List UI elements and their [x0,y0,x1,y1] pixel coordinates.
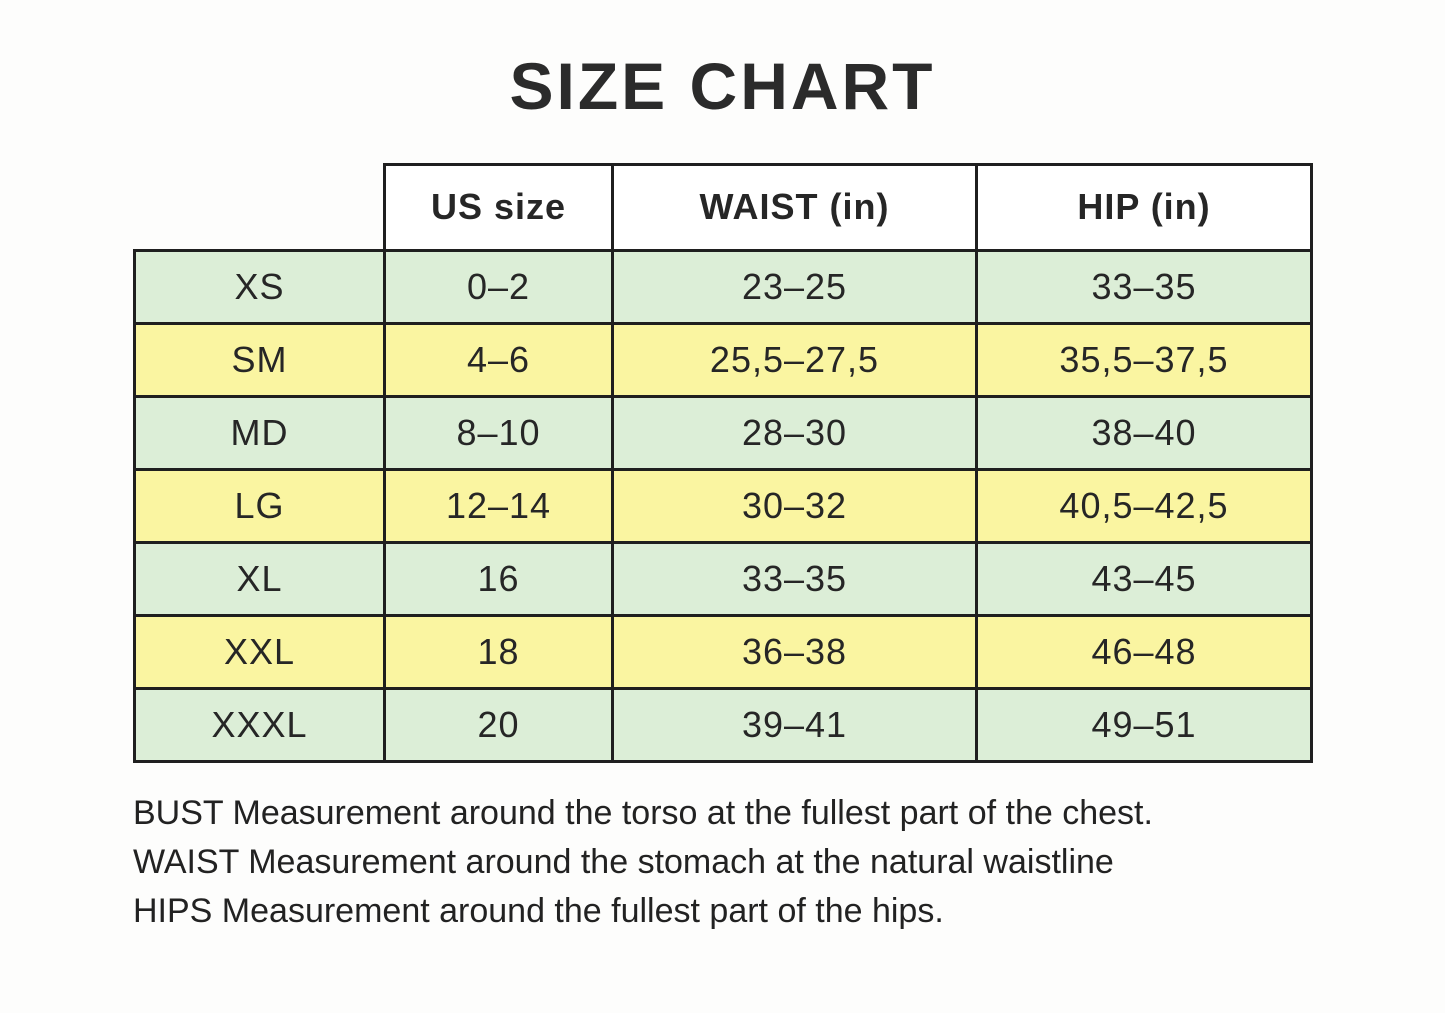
us-size-cell: 18 [383,613,614,690]
table-row-md: MD 8–10 28–30 38–40 [133,394,1313,471]
us-size-cell: 8–10 [383,394,614,471]
header-row: US size WAIST (in) HIP (in) [135,162,1313,252]
us-size-cell: 16 [383,540,614,617]
size-label-cell: XL [133,540,386,617]
hip-cell: 49–51 [975,686,1313,763]
table-row-xxxl: XXXL 20 39–41 49–51 [133,686,1313,763]
hip-cell: 33–35 [975,248,1313,325]
waist-cell: 30–32 [611,467,978,544]
table-row-xxl: XXL 18 36–38 46–48 [133,613,1313,690]
size-label-cell: XXXL [133,686,386,763]
table-header: US size WAIST (in) HIP (in) [135,162,1313,252]
hip-cell: 43–45 [975,540,1313,617]
col-header-waist: WAIST (in) [611,162,978,252]
col-header-hip: HIP (in) [975,162,1313,252]
table-row-xs: XS 0–2 23–25 33–35 [133,248,1313,325]
us-size-cell: 12–14 [383,467,614,544]
waist-cell: 36–38 [611,613,978,690]
note-hips: HIPS Measurement around the fullest part… [133,891,944,930]
size-label-cell: XS [133,248,386,325]
us-size-cell: 0–2 [383,248,614,325]
col-header-us-size: US size [383,162,614,252]
corner-cell [135,164,385,250]
hip-cell: 38–40 [975,394,1313,471]
hip-cell: 35,5–37,5 [975,321,1313,398]
size-chart-table: US size WAIST (in) HIP (in) XS 0–2 23–25… [133,162,1313,763]
table-row-lg: LG 12–14 30–32 40,5–42,5 [133,467,1313,544]
waist-cell: 28–30 [611,394,978,471]
table-row-xl: XL 16 33–35 43–45 [133,540,1313,617]
size-label-cell: LG [133,467,386,544]
waist-cell: 25,5–27,5 [611,321,978,398]
hip-cell: 40,5–42,5 [975,467,1313,544]
us-size-cell: 4–6 [383,321,614,398]
waist-cell: 23–25 [611,248,978,325]
note-bust: BUST Measurement around the torso at the… [133,793,1153,832]
page-title: SIZE CHART [509,49,936,123]
size-label-cell: XXL [133,613,386,690]
us-size-cell: 20 [383,686,614,763]
measurement-notes: BUST Measurement around the torso at the… [133,789,1445,936]
note-waist: WAIST Measurement around the stomach at … [133,842,1114,881]
waist-cell: 39–41 [611,686,978,763]
table-row-sm: SM 4–6 25,5–27,5 35,5–37,5 [133,321,1313,398]
size-label-cell: SM [133,321,386,398]
size-label-cell: MD [133,394,386,471]
hip-cell: 46–48 [975,613,1313,690]
waist-cell: 33–35 [611,540,978,617]
table-body: XS 0–2 23–25 33–35 SM 4–6 25,5–27,5 35,5… [133,248,1313,763]
